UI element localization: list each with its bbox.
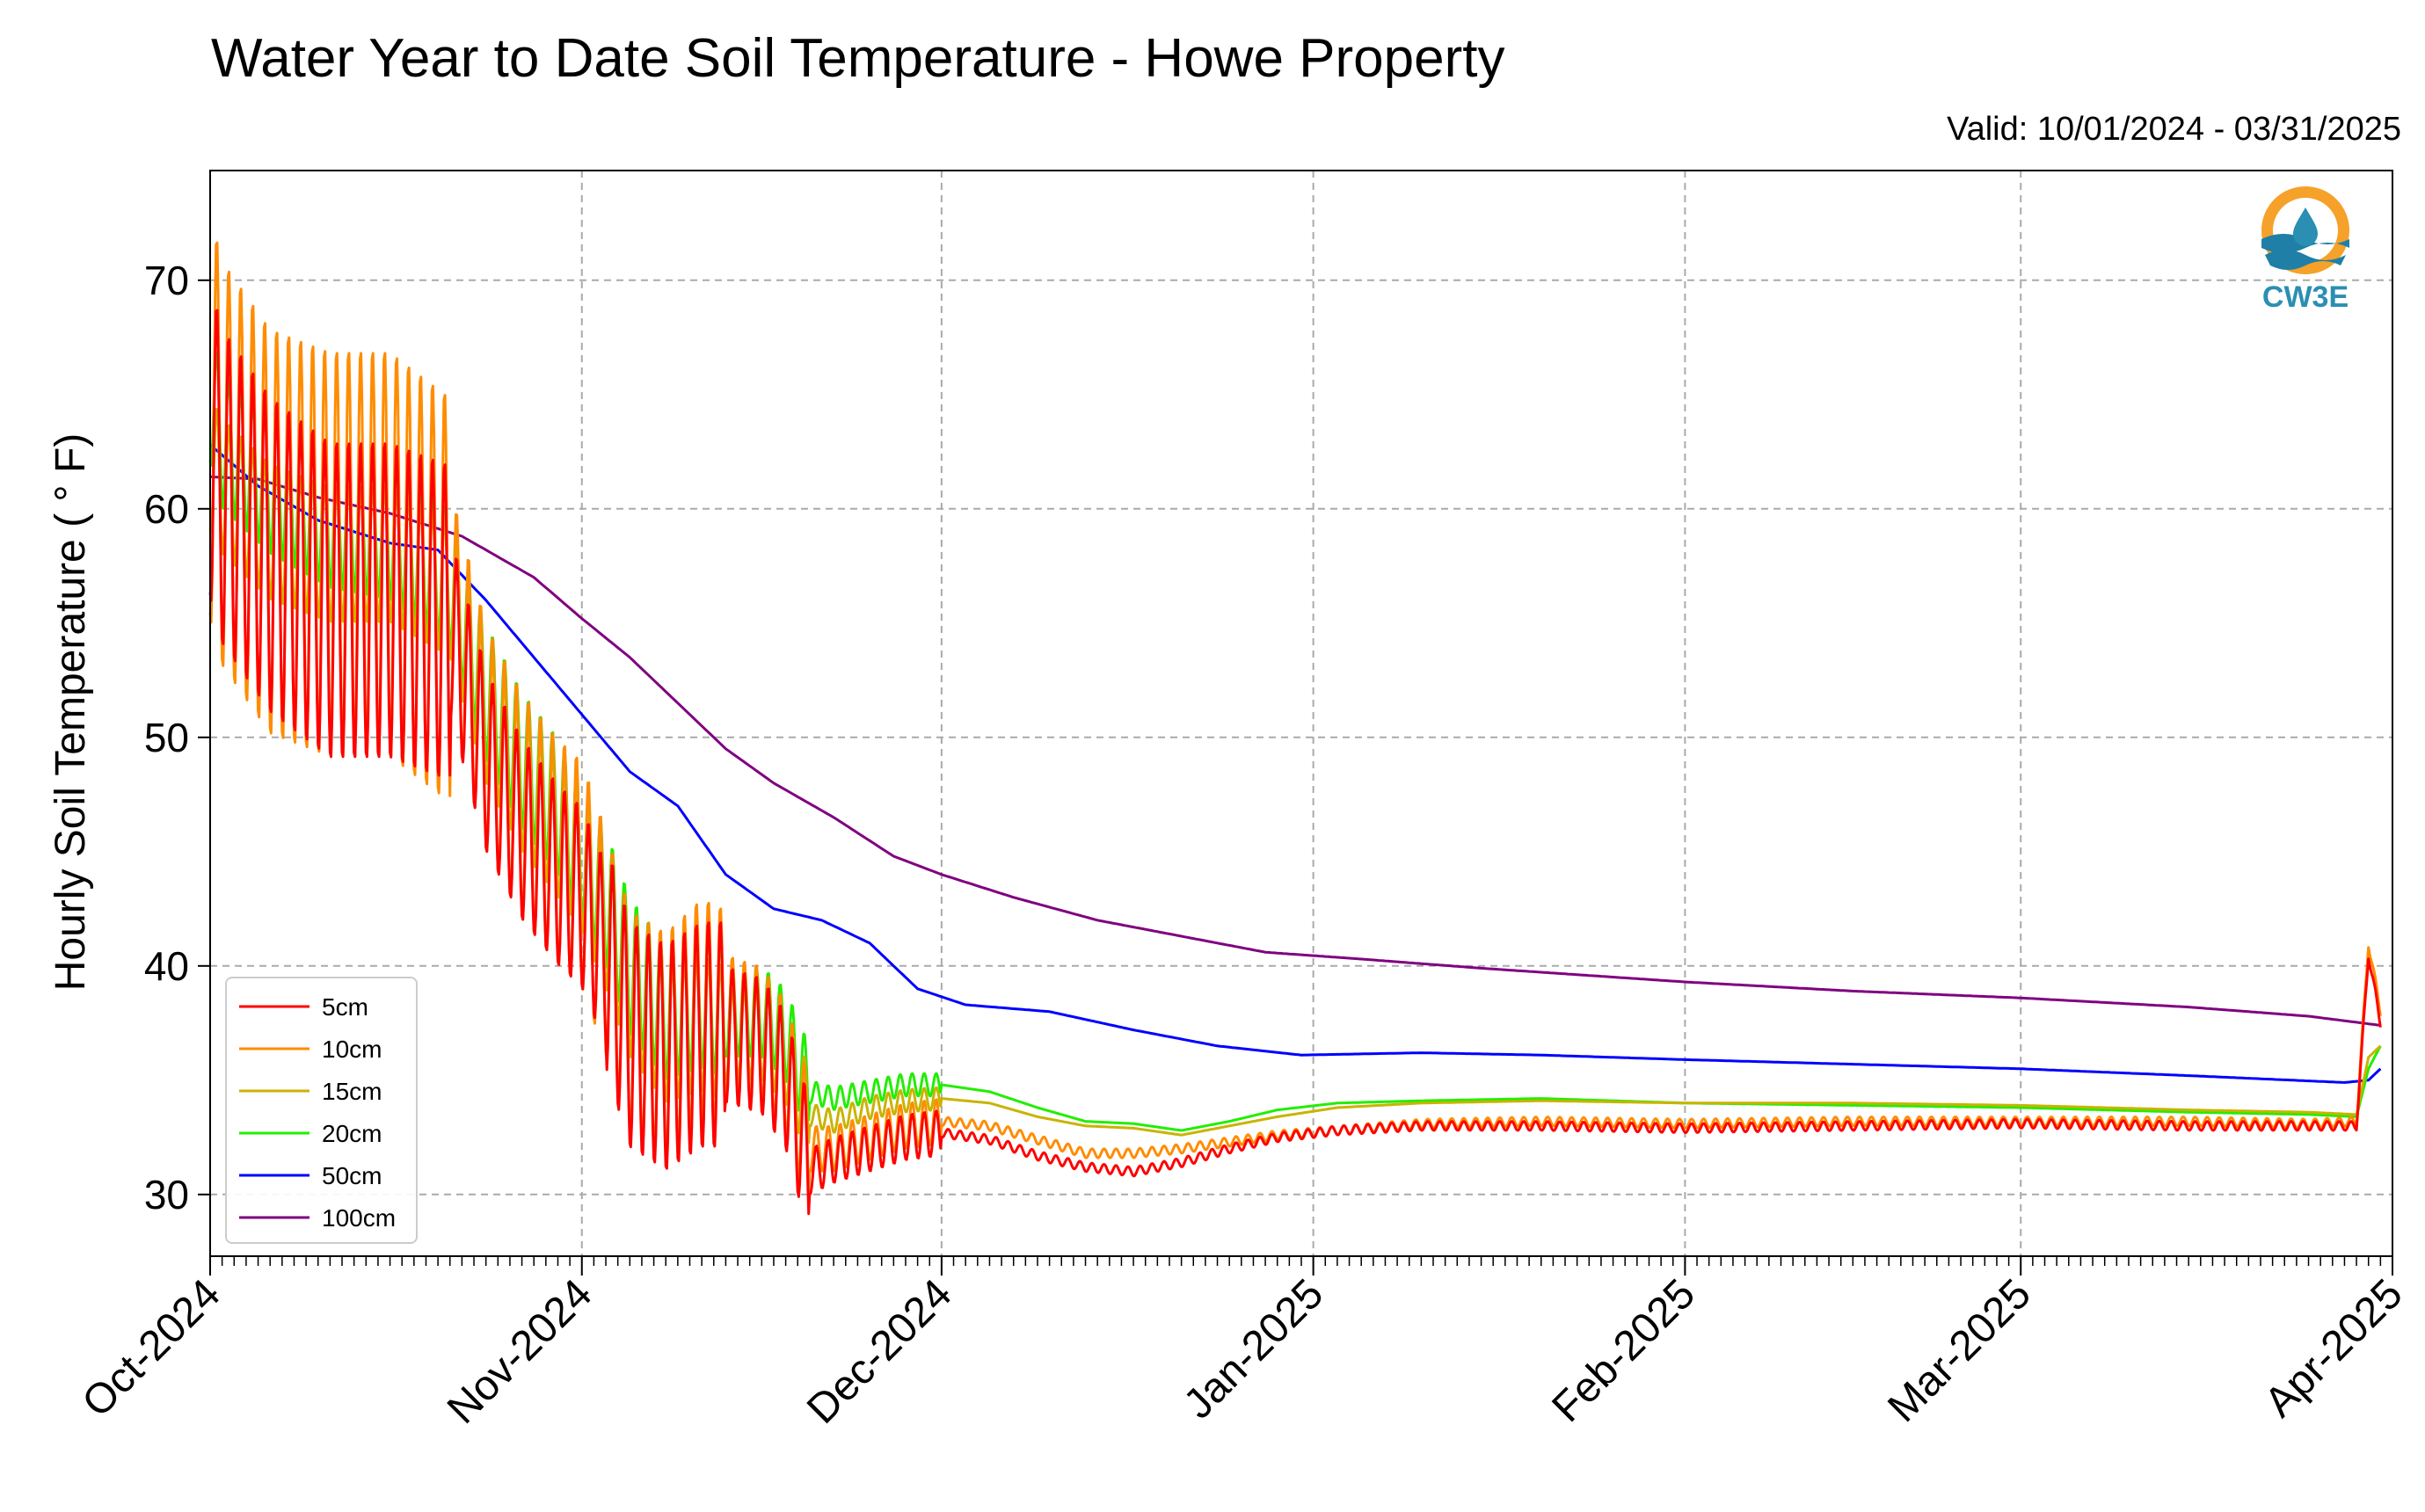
legend-label-15cm: 15cm [322,1078,382,1105]
x-tick-label: Feb-2025 [1543,1270,1704,1431]
x-tick-label: Mar-2025 [1879,1270,2040,1431]
series-line-5cm [208,309,2382,1216]
x-tick-label: Nov-2024 [439,1270,601,1433]
series-line-50cm [209,443,2382,1084]
grid-lines [210,171,2392,1256]
legend-label-5cm: 5cm [322,993,368,1021]
y-tick-label: 50 [144,715,189,760]
x-tick-label: Dec-2024 [798,1270,961,1433]
water-drop-icon [2293,207,2318,246]
y-tick-label: 30 [144,1172,189,1218]
axis-ticks [198,279,2393,1276]
x-tick-label: Oct-2024 [74,1270,229,1426]
series-line-15cm [208,408,2382,1145]
series-line-20cm [208,351,2382,1132]
logo-text: CW3E [2262,280,2349,314]
series-line-100cm [209,475,2381,1027]
cw3e-logo: CW3E [2261,186,2349,314]
chart-title: Water Year to Date Soil Temperature - Ho… [211,28,1505,89]
x-tick-label: Apr-2025 [2256,1270,2412,1426]
x-tick-label: Jan-2025 [1175,1270,1332,1428]
y-tick-label: 60 [144,486,189,532]
y-tick-label: 70 [144,258,189,303]
series-line-10cm [208,241,2382,1193]
logo-wave-bottom [2265,250,2346,270]
legend-label-100cm: 100cm [322,1204,396,1232]
legend-label-10cm: 10cm [322,1036,382,1063]
y-tick-label: 40 [144,943,189,989]
plot-frame [209,170,2393,1257]
legend: 5cm 10cm 15cm 20cm 50cm 100cm [225,977,418,1244]
valid-date-range: Valid: 10/01/2024 - 03/31/2025 [1947,111,2401,148]
legend-label-50cm: 50cm [322,1162,382,1189]
y-axis-title: Hourly Soil Temperature ( ° F) [47,433,94,992]
data-series [208,241,2382,1216]
legend-label-20cm: 20cm [322,1120,382,1147]
